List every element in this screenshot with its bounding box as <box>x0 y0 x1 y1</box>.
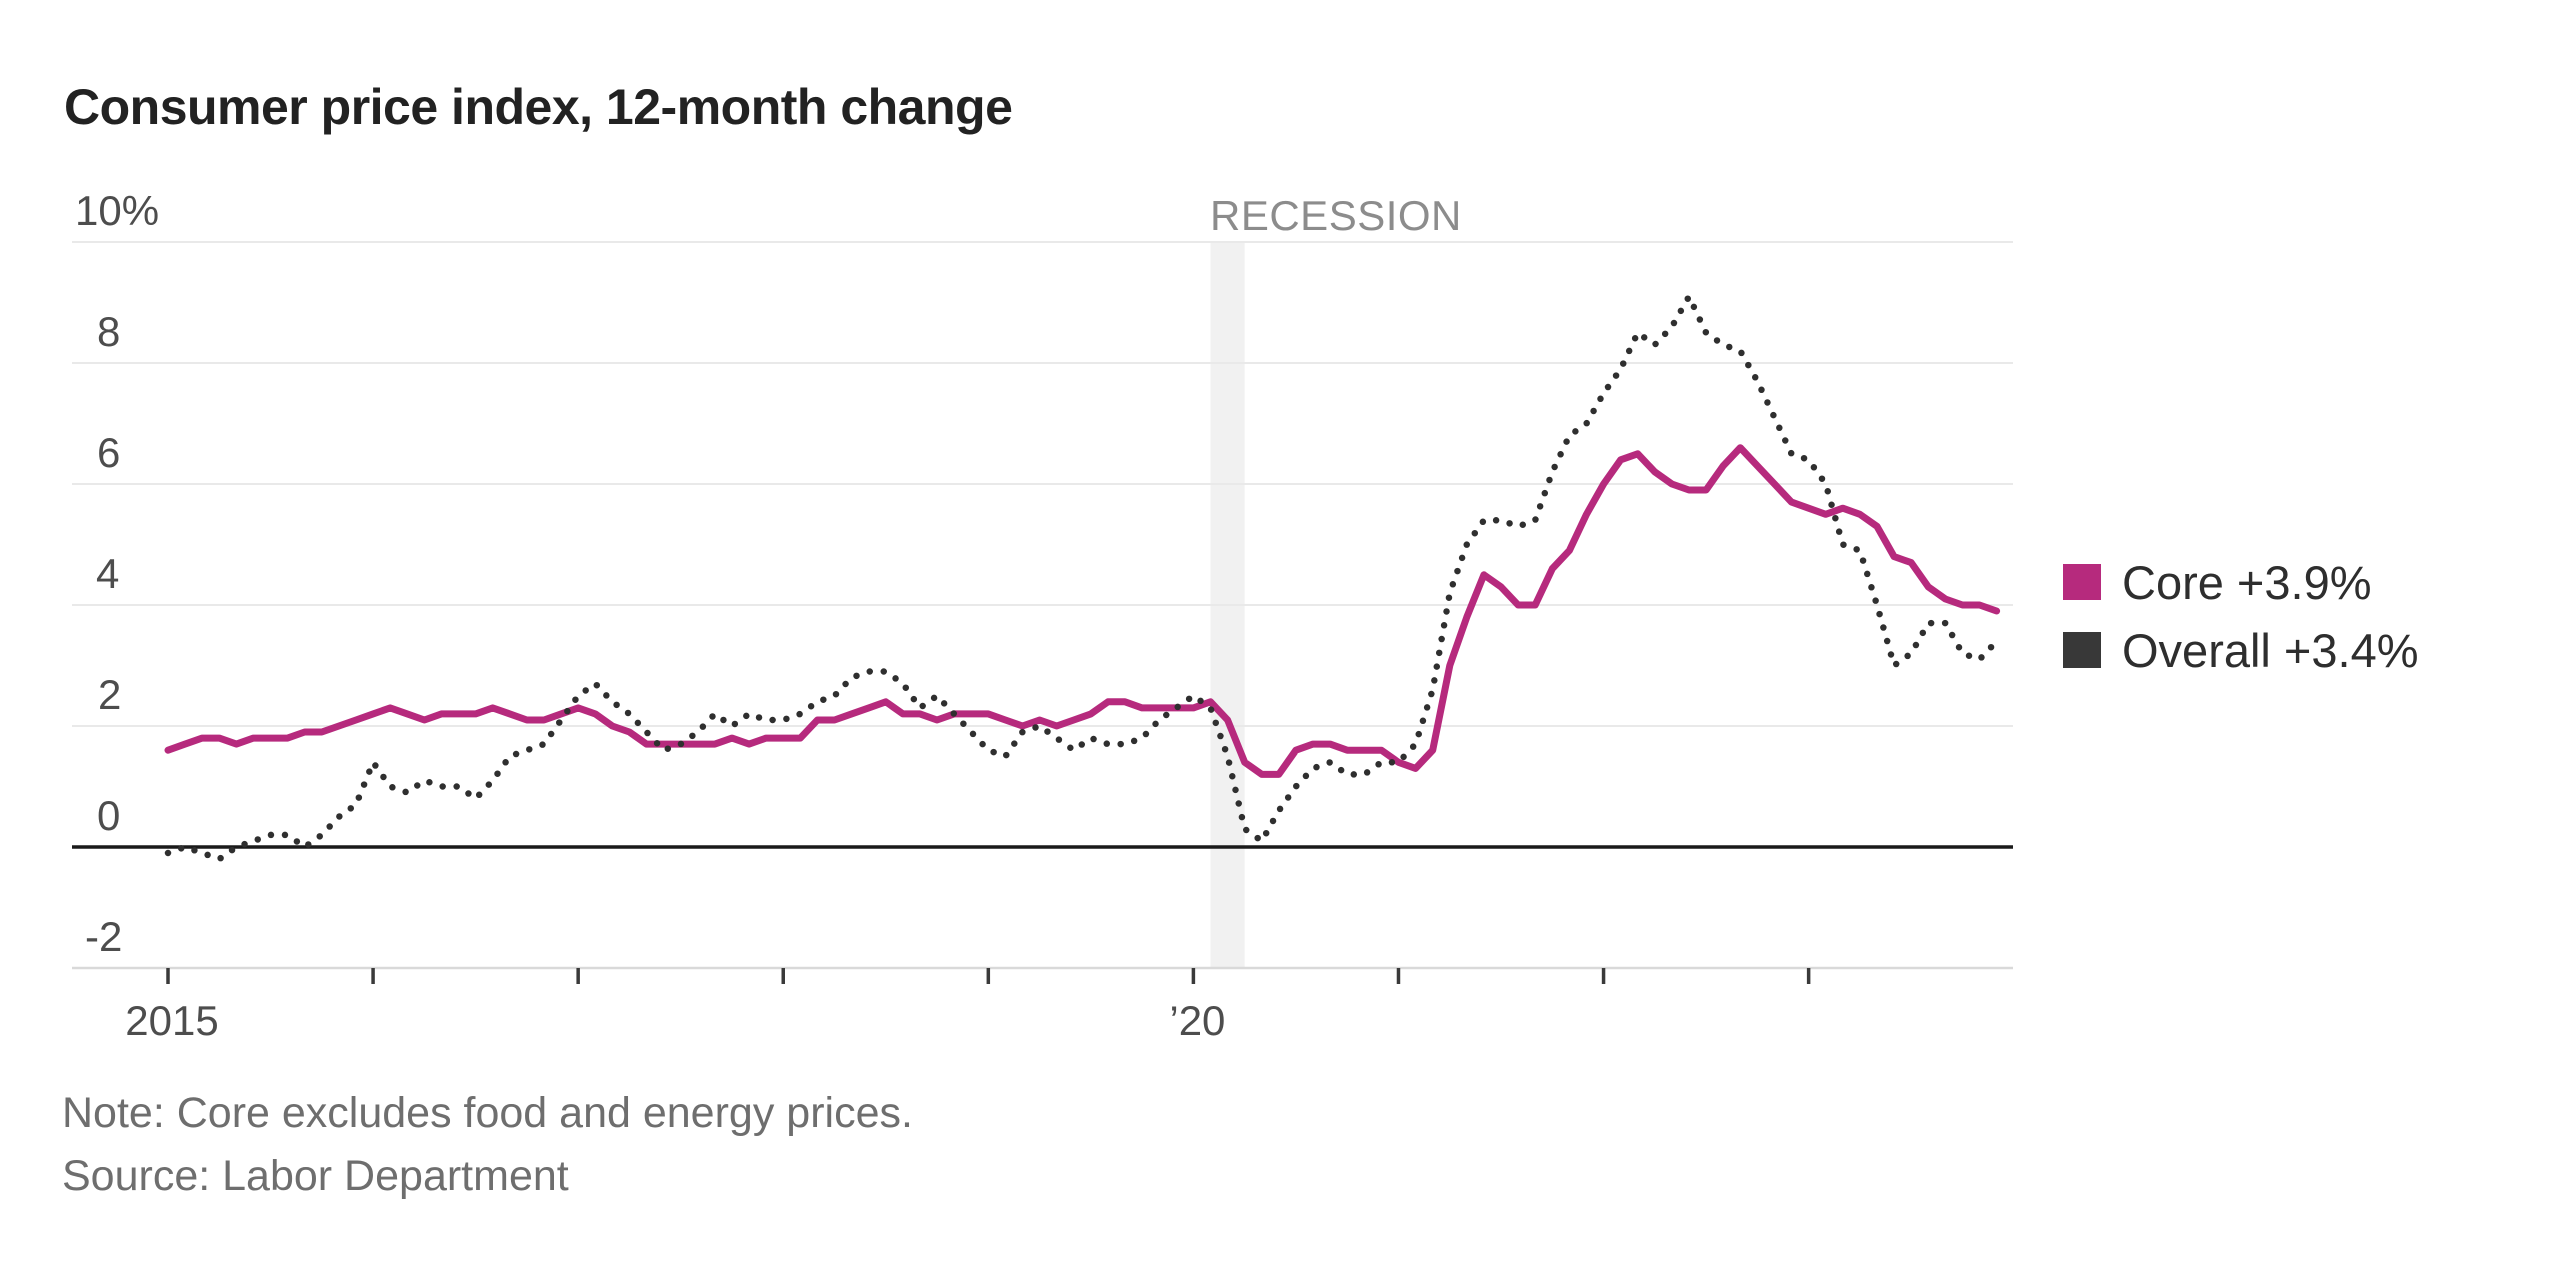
y-axis-label: 4 <box>96 550 120 597</box>
legend-item-overall: Overall +3.4% <box>2063 623 2419 677</box>
core-swatch-icon <box>2063 564 2101 600</box>
x-axis-label: ’20 <box>1169 997 1226 1044</box>
legend-item-core: Core +3.9% <box>2063 555 2419 609</box>
core-line <box>164 444 2001 778</box>
chart-legend: Core +3.9% Overall +3.4% <box>2063 555 2419 696</box>
y-axis-label: 2 <box>98 671 122 718</box>
y-axis-label: 8 <box>97 308 121 355</box>
y-axis-label: -2 <box>85 913 123 960</box>
y-axis-label: 6 <box>97 429 121 476</box>
x-axis-label: 2015 <box>125 997 219 1044</box>
chart-source: Source: Labor Department <box>62 1152 569 1200</box>
legend-label-overall: Overall +3.4% <box>2122 623 2419 677</box>
y-axis-label: 0 <box>97 792 121 839</box>
legend-label-core: Core +3.9% <box>2122 555 2372 609</box>
recession-annotation: RECESSION <box>1210 192 1462 239</box>
y-axis-label: 10% <box>75 187 160 234</box>
chart-note: Note: Core excludes food and energy pric… <box>62 1089 913 1137</box>
overall-line <box>164 293 2000 863</box>
overall-swatch-icon <box>2063 632 2101 668</box>
chart-title: Consumer price index, 12-month change <box>64 79 1013 135</box>
